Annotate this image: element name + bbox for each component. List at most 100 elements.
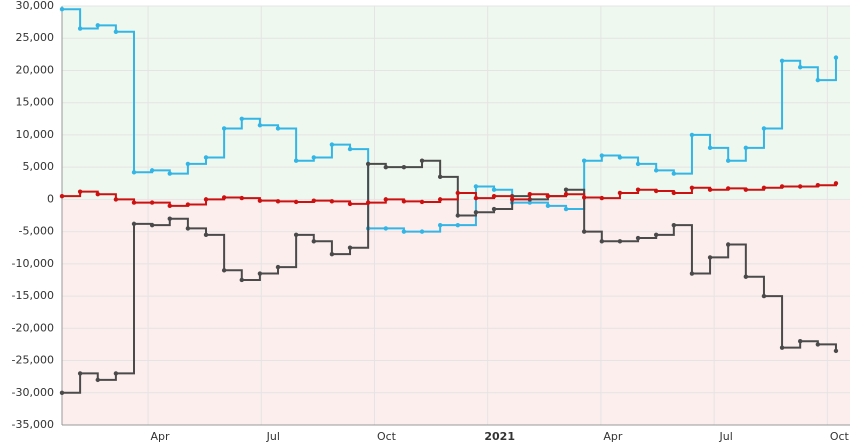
data-point [383, 226, 389, 231]
data-point [95, 192, 100, 197]
data-point [833, 55, 839, 60]
y-tick-label: 25,000 [16, 31, 55, 44]
y-tick-label: -10,000 [12, 257, 54, 270]
data-point [473, 210, 479, 215]
data-point [239, 277, 244, 283]
data-point [527, 200, 533, 205]
data-point [329, 251, 335, 257]
data-point [689, 185, 695, 190]
data-point [743, 274, 749, 279]
data-point [95, 377, 100, 383]
data-point [311, 239, 316, 244]
data-point [491, 193, 497, 199]
y-tick-label: -30,000 [12, 386, 54, 399]
data-point [581, 229, 587, 234]
data-point [95, 23, 100, 28]
x-tick-label: Oct [377, 430, 397, 443]
data-point [401, 229, 407, 234]
data-point [167, 171, 172, 176]
y-tick-label: -20,000 [12, 321, 54, 334]
data-point [275, 199, 281, 204]
data-point [257, 123, 263, 128]
data-point [797, 184, 803, 189]
data-point [293, 199, 299, 205]
data-point [401, 199, 407, 204]
x-tick-label: 2021 [484, 430, 515, 443]
data-point [437, 197, 443, 202]
data-point [563, 206, 569, 212]
data-point [527, 192, 533, 197]
data-point [239, 116, 244, 122]
data-point [59, 390, 65, 395]
data-point [707, 145, 713, 151]
data-point [113, 29, 119, 34]
data-point [149, 222, 155, 228]
data-point [77, 189, 83, 194]
data-point [653, 232, 659, 238]
data-point [689, 271, 695, 276]
data-point [779, 58, 785, 63]
data-point [671, 222, 677, 228]
data-point [635, 187, 641, 192]
data-point [77, 26, 83, 31]
data-point [311, 198, 316, 203]
x-tick-label: Apr [603, 430, 623, 443]
data-point [599, 239, 605, 244]
data-point [725, 158, 731, 163]
data-point [437, 222, 443, 228]
data-point [275, 126, 281, 131]
data-point [149, 200, 155, 205]
data-point [797, 339, 803, 344]
y-tick-label: -25,000 [12, 354, 54, 367]
negative-zone [62, 199, 850, 425]
data-point [455, 222, 461, 228]
data-point [329, 142, 335, 147]
data-point [491, 206, 497, 212]
data-point [185, 161, 191, 167]
data-point [653, 188, 659, 194]
data-point [311, 155, 316, 160]
data-point [113, 197, 119, 202]
data-point [437, 174, 443, 180]
data-point [257, 271, 263, 276]
data-point [473, 195, 479, 201]
data-point [257, 198, 263, 203]
data-point [599, 153, 605, 158]
data-point [725, 242, 731, 247]
data-point [563, 187, 569, 192]
data-point [617, 155, 623, 160]
data-point [221, 195, 227, 200]
y-tick-label: -5,000 [19, 225, 54, 238]
x-tick-label: Jul [266, 430, 280, 443]
data-point [59, 7, 65, 12]
data-point [671, 190, 677, 196]
data-point [203, 197, 209, 202]
data-point [455, 213, 461, 218]
data-point [779, 345, 785, 350]
data-point [581, 158, 587, 163]
data-point [77, 371, 83, 376]
data-point [365, 161, 371, 167]
data-point [347, 146, 353, 152]
data-point [761, 126, 767, 131]
data-point [545, 203, 551, 209]
data-point [59, 193, 65, 199]
data-point [347, 201, 353, 207]
data-point [815, 342, 821, 347]
y-tick-label: 20,000 [16, 63, 55, 76]
y-tick-label: -15,000 [12, 289, 54, 302]
data-point [761, 185, 767, 190]
y-tick-label: 0 [47, 192, 54, 205]
data-point [671, 171, 677, 176]
data-point [113, 371, 119, 376]
data-point [581, 195, 587, 200]
data-point [815, 183, 821, 188]
data-point [635, 235, 641, 241]
data-point [707, 187, 713, 192]
data-point [599, 195, 605, 201]
data-point [221, 126, 227, 131]
data-point [203, 155, 209, 160]
data-point [455, 190, 461, 196]
data-point [815, 77, 821, 83]
